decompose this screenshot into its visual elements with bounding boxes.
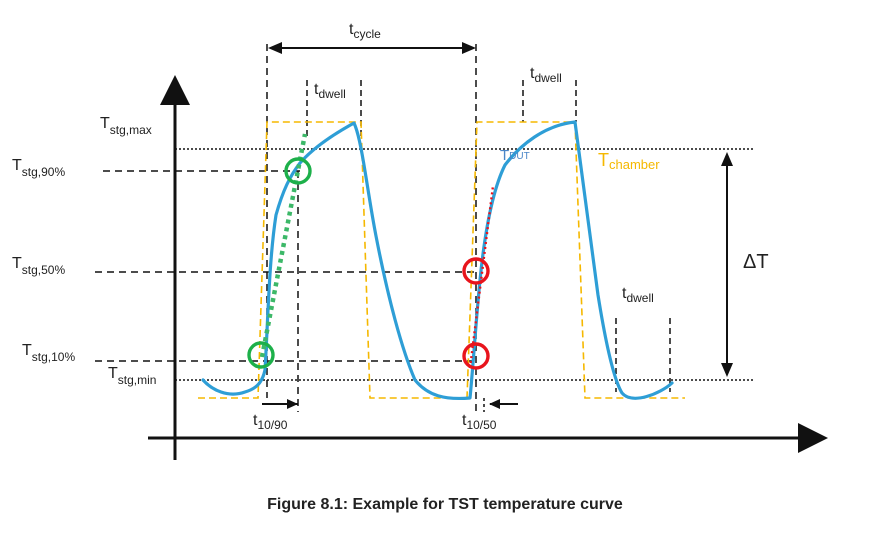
delta-t-label: ΔT (743, 251, 769, 273)
t-10-50-label: t10/50 (462, 412, 497, 432)
t-10-90-arrow (262, 399, 298, 409)
green-marker-90 (284, 157, 312, 185)
t-dwell-bracket-1 (306, 80, 362, 140)
t-dut-label: TDUT (500, 147, 530, 164)
figure-caption: Figure 8.1: Example for TST temperature … (267, 496, 623, 513)
t-dwell-label-2: tdwell (530, 65, 562, 85)
green-marker-10 (247, 341, 275, 369)
t-stg-50-label: Tstg,50% (12, 255, 65, 277)
t-stg-90-label: Tstg,90% (12, 157, 65, 179)
red-tangent (468, 185, 495, 369)
t-chamber-label: Tchamber (598, 150, 660, 172)
t-dwell-label-1: tdwell (314, 81, 346, 101)
t-10-50-arrow (489, 399, 518, 409)
t-stg-max-label: Tstg,max (100, 115, 152, 137)
red-marker-50 (462, 257, 490, 285)
t-stg-min-label: Tstg,min (108, 365, 156, 387)
t-10-90-label: t10/90 (253, 412, 288, 432)
delta-t-arrow (721, 152, 733, 377)
t-stg-10-label: Tstg,10% (22, 342, 75, 364)
dut-curve (201, 120, 674, 401)
chamber-curve (198, 121, 685, 399)
t-dwell-bracket-2 (522, 80, 577, 122)
t-cycle-label: tcycle (349, 21, 381, 41)
green-tangent (259, 133, 308, 358)
t-dwell-label-3: tdwell (622, 285, 654, 305)
t-dwell-bracket-3 (615, 318, 671, 392)
red-marker-10 (462, 342, 490, 370)
t-cycle-arrow (268, 42, 476, 54)
